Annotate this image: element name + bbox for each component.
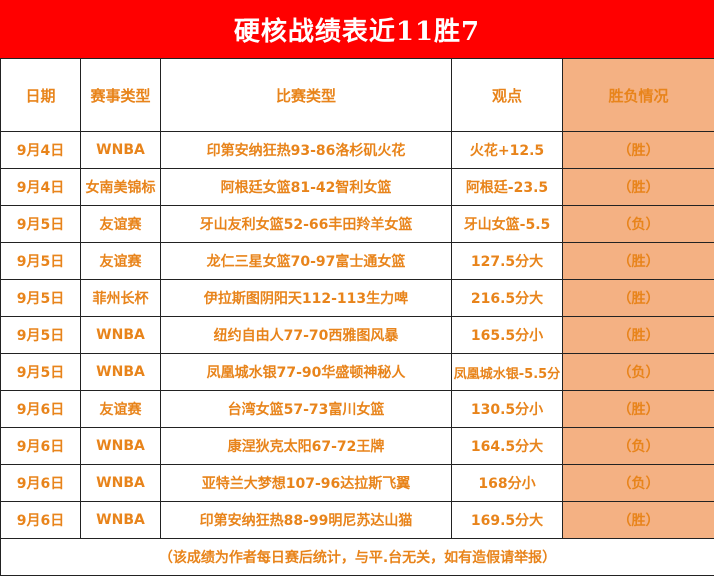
- footer-row: （该成绩为作者每日赛后统计，与平.台无关，如有造假请举报）: [0, 538, 714, 576]
- cell-match: 伊拉斯图阴阳天112-113生力啤: [160, 279, 452, 317]
- cell-result: （负）: [562, 464, 714, 502]
- table-row: 9月5日 友谊赛 龙仁三星女篮70-97富士通女篮 127.5分大 （胜）: [0, 242, 714, 280]
- cell-date: 9月4日: [0, 168, 81, 206]
- header-league: 赛事类型: [80, 58, 161, 132]
- cell-date: 9月6日: [0, 390, 81, 428]
- cell-date: 9月5日: [0, 279, 81, 317]
- cell-league: 友谊赛: [80, 205, 161, 243]
- cell-league: WNBA: [80, 501, 161, 539]
- cell-pick: 164.5分大: [451, 427, 563, 465]
- table-row: 9月6日 友谊赛 台湾女篮57-73富川女篮 130.5分小 （胜）: [0, 390, 714, 428]
- cell-match: 纽约自由人77-70西雅图风暴: [160, 316, 452, 354]
- header-pick: 观点: [451, 58, 563, 132]
- cell-league: WNBA: [80, 131, 161, 169]
- cell-league: 女南美锦标: [80, 168, 161, 206]
- cell-result: （胜）: [562, 131, 714, 169]
- cell-date: 9月6日: [0, 501, 81, 539]
- cell-result: （胜）: [562, 168, 714, 206]
- cell-pick: 169.5分大: [451, 501, 563, 539]
- cell-match: 康涅狄克太阳67-72王牌: [160, 427, 452, 465]
- cell-result: （负）: [562, 427, 714, 465]
- cell-result: （胜）: [562, 390, 714, 428]
- cell-pick: 127.5分大: [451, 242, 563, 280]
- cell-league: WNBA: [80, 427, 161, 465]
- table-row: 9月6日 WNBA 康涅狄克太阳67-72王牌 164.5分大 （负）: [0, 427, 714, 465]
- cell-league: WNBA: [80, 316, 161, 354]
- cell-match: 阿根廷女篮81-42智利女篮: [160, 168, 452, 206]
- cell-match: 凤凰城水银77-90华盛顿神秘人: [160, 353, 452, 391]
- cell-result: （胜）: [562, 316, 714, 354]
- cell-date: 9月4日: [0, 131, 81, 169]
- cell-match: 印第安纳狂热93-86洛杉矶火花: [160, 131, 452, 169]
- cell-date: 9月5日: [0, 353, 81, 391]
- cell-date: 9月6日: [0, 464, 81, 502]
- table-row: 9月6日 WNBA 亚特兰大梦想107-96达拉斯飞翼 168分小 （负）: [0, 464, 714, 502]
- cell-result: （胜）: [562, 279, 714, 317]
- cell-league: 菲州长杯: [80, 279, 161, 317]
- cell-pick: 火花+12.5: [451, 131, 563, 169]
- header-date: 日期: [0, 58, 81, 132]
- cell-match: 台湾女篮57-73富川女篮: [160, 390, 452, 428]
- cell-result: （胜）: [562, 242, 714, 280]
- cell-date: 9月5日: [0, 242, 81, 280]
- cell-pick: 凤凰城水银-5.5分: [451, 353, 563, 391]
- cell-pick: 牙山女篮-5.5: [451, 205, 563, 243]
- cell-league: 友谊赛: [80, 242, 161, 280]
- cell-league: WNBA: [80, 464, 161, 502]
- table-row: 9月5日 友谊赛 牙山友利女篮52-66丰田羚羊女篮 牙山女篮-5.5 （负）: [0, 205, 714, 243]
- cell-match: 亚特兰大梦想107-96达拉斯飞翼: [160, 464, 452, 502]
- footer-note: （该成绩为作者每日赛后统计，与平.台无关，如有造假请举报）: [0, 538, 714, 576]
- cell-result: （胜）: [562, 501, 714, 539]
- cell-league: WNBA: [80, 353, 161, 391]
- record-table: 日期 赛事类型 比赛类型 观点 胜负情况 9月4日 WNBA 印第安纳狂热93-…: [0, 58, 714, 576]
- cell-pick: 阿根廷-23.5: [451, 168, 563, 206]
- cell-result: （负）: [562, 353, 714, 391]
- header-row: 日期 赛事类型 比赛类型 观点 胜负情况: [0, 58, 714, 132]
- header-result: 胜负情况: [562, 58, 714, 132]
- cell-league: 友谊赛: [80, 390, 161, 428]
- table-row: 9月4日 WNBA 印第安纳狂热93-86洛杉矶火花 火花+12.5 （胜）: [0, 131, 714, 169]
- cell-date: 9月5日: [0, 205, 81, 243]
- table-row: 9月4日 女南美锦标 阿根廷女篮81-42智利女篮 阿根廷-23.5 （胜）: [0, 168, 714, 206]
- cell-pick: 168分小: [451, 464, 563, 502]
- header-match: 比赛类型: [160, 58, 452, 132]
- cell-pick: 216.5分大: [451, 279, 563, 317]
- cell-date: 9月5日: [0, 316, 81, 354]
- cell-result: （负）: [562, 205, 714, 243]
- table-row: 9月5日 WNBA 纽约自由人77-70西雅图风暴 165.5分小 （胜）: [0, 316, 714, 354]
- cell-date: 9月6日: [0, 427, 81, 465]
- cell-match: 牙山友利女篮52-66丰田羚羊女篮: [160, 205, 452, 243]
- cell-match: 龙仁三星女篮70-97富士通女篮: [160, 242, 452, 280]
- cell-pick: 165.5分小: [451, 316, 563, 354]
- page-title: 硬核战绩表近11胜7: [0, 0, 714, 58]
- table-row: 9月6日 WNBA 印第安纳狂热88-99明尼苏达山猫 169.5分大 （胜）: [0, 501, 714, 539]
- cell-match: 印第安纳狂热88-99明尼苏达山猫: [160, 501, 452, 539]
- table-row: 9月5日 WNBA 凤凰城水银77-90华盛顿神秘人 凤凰城水银-5.5分 （负…: [0, 353, 714, 391]
- cell-pick: 130.5分小: [451, 390, 563, 428]
- table-row: 9月5日 菲州长杯 伊拉斯图阴阳天112-113生力啤 216.5分大 （胜）: [0, 279, 714, 317]
